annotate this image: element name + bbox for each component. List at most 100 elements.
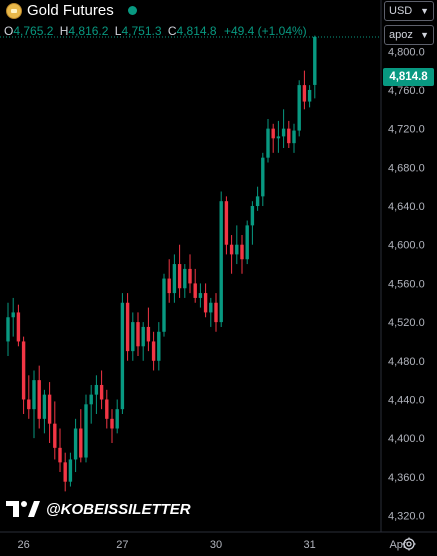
candle[interactable] xyxy=(21,336,26,414)
unit-selector[interactable]: apoz ▼ xyxy=(384,25,434,45)
candle[interactable] xyxy=(73,418,78,473)
candle-body xyxy=(266,128,270,158)
candle[interactable] xyxy=(292,123,296,153)
currency-selector[interactable]: USD ▼ xyxy=(384,1,434,21)
candle[interactable] xyxy=(47,382,52,444)
settings-gear-icon[interactable] xyxy=(402,537,416,551)
chevron-down-icon: ▼ xyxy=(420,6,429,16)
y-axis-tick-label: 4,680.0 xyxy=(388,162,425,174)
candle[interactable] xyxy=(32,370,36,439)
candle-body xyxy=(245,225,249,260)
candle[interactable] xyxy=(16,304,21,347)
candle[interactable] xyxy=(235,225,239,265)
candle[interactable] xyxy=(172,254,177,303)
candle[interactable] xyxy=(79,409,83,463)
candle[interactable] xyxy=(214,293,218,332)
symbol-name[interactable]: Gold Futures xyxy=(27,2,114,19)
candle[interactable] xyxy=(255,186,260,211)
candle[interactable] xyxy=(84,394,88,463)
candle[interactable] xyxy=(151,331,156,371)
y-axis-tick-label: 4,520.0 xyxy=(388,317,425,329)
candle[interactable] xyxy=(125,293,130,361)
candle[interactable] xyxy=(6,302,10,356)
y-axis-tick-label: 4,640.0 xyxy=(388,201,425,213)
candle-body xyxy=(37,380,41,419)
candle[interactable] xyxy=(63,452,67,492)
candle[interactable] xyxy=(297,80,301,137)
candle-body xyxy=(255,196,260,207)
candle[interactable] xyxy=(261,152,265,207)
candle[interactable] xyxy=(11,297,15,337)
candle[interactable] xyxy=(188,254,192,294)
candle[interactable] xyxy=(141,322,145,361)
candle[interactable] xyxy=(58,428,62,473)
candle-body xyxy=(115,409,119,429)
x-axis-tick-label: 31 xyxy=(303,539,315,551)
candle[interactable] xyxy=(271,123,275,153)
candle[interactable] xyxy=(42,389,47,434)
candle[interactable] xyxy=(53,401,57,460)
candle-body xyxy=(16,312,21,342)
candle-body xyxy=(125,302,130,352)
candle-body xyxy=(162,278,166,332)
candle-body xyxy=(193,283,197,298)
candle[interactable] xyxy=(37,365,41,429)
candle[interactable] xyxy=(131,312,135,361)
candle-body xyxy=(58,447,62,463)
candle[interactable] xyxy=(245,220,249,265)
candle[interactable] xyxy=(193,268,197,303)
candle[interactable] xyxy=(313,35,317,99)
candle[interactable] xyxy=(162,273,166,337)
candle-body xyxy=(105,399,109,419)
candle-body xyxy=(136,322,140,347)
candle[interactable] xyxy=(115,399,119,434)
candle[interactable] xyxy=(281,109,286,148)
candle[interactable] xyxy=(177,244,182,298)
y-axis-tick-label: 4,800.0 xyxy=(388,46,425,58)
candle[interactable] xyxy=(209,297,213,327)
candle[interactable] xyxy=(276,120,281,153)
candle[interactable] xyxy=(229,235,234,274)
candle-body xyxy=(307,89,312,102)
candle[interactable] xyxy=(27,375,31,419)
candle[interactable] xyxy=(302,70,307,110)
candle-body xyxy=(32,380,36,410)
candle-body xyxy=(151,341,156,361)
candle-body xyxy=(235,244,239,255)
candle[interactable] xyxy=(250,201,255,245)
candle-body xyxy=(68,459,73,482)
watermark-text: @KOBEISSILETTER xyxy=(46,500,191,518)
candle-body xyxy=(214,302,218,323)
candle[interactable] xyxy=(157,322,161,371)
candle[interactable] xyxy=(136,312,140,356)
candle[interactable] xyxy=(203,283,208,318)
candle[interactable] xyxy=(146,307,151,352)
candle[interactable] xyxy=(307,85,312,108)
candle[interactable] xyxy=(287,120,291,148)
candle[interactable] xyxy=(240,235,244,274)
low-label: L xyxy=(114,24,122,38)
candle[interactable] xyxy=(120,293,125,414)
candle[interactable] xyxy=(110,409,114,444)
close-label: C xyxy=(167,24,177,38)
candle[interactable] xyxy=(183,264,187,298)
candle[interactable] xyxy=(198,283,203,308)
y-axis-tick-label: 4,760.0 xyxy=(388,85,425,97)
high-value: 4,816.2 xyxy=(68,24,109,38)
candle[interactable] xyxy=(99,370,104,410)
candle-body xyxy=(209,302,213,313)
candle[interactable] xyxy=(94,375,99,414)
candle-body xyxy=(188,268,192,284)
candle-body xyxy=(229,244,234,255)
candle[interactable] xyxy=(224,196,229,255)
candle[interactable] xyxy=(105,389,109,429)
chevron-down-icon: ▼ xyxy=(420,30,429,40)
last-price-tag: 4,814.8 xyxy=(383,68,434,86)
candle[interactable] xyxy=(266,118,270,163)
candle[interactable] xyxy=(167,259,171,303)
candle[interactable] xyxy=(219,191,223,327)
candle-body xyxy=(313,36,317,85)
candle[interactable] xyxy=(89,384,93,424)
candle[interactable] xyxy=(68,452,73,487)
